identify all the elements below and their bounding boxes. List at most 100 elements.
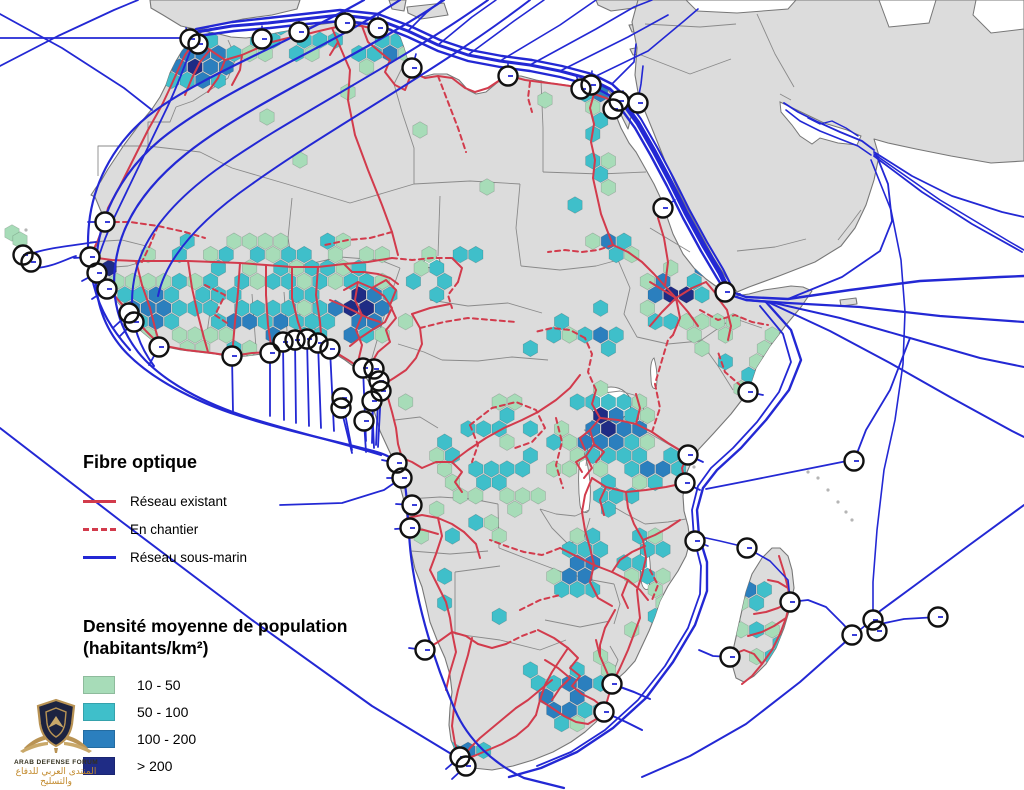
fiber-existing [675,281,707,299]
forum-watermark-logo: ARAB DEFENSE FORUM المنتدى العربي للدفاع… [4,698,108,787]
fiber-existing [544,659,571,701]
submarine-cable [611,43,637,85]
legend-density-item: > 200 [83,752,383,779]
fiber-under-construction [519,594,561,611]
fiber-existing [591,389,601,419]
submarine-cable [873,153,1024,251]
fiber-under-construction [391,257,453,261]
legend-fiber-item-label: Réseau existant [130,493,227,509]
fiber-existing [451,637,473,761]
fiber-existing [642,519,681,541]
landing-point-ring [334,12,356,34]
landing-point-ring [580,74,602,96]
landing-point-ring [148,336,170,358]
density-color-swatch [83,675,115,694]
landing-point-ring [684,530,706,552]
fiber-existing [599,417,689,456]
island-dot [24,228,28,232]
dashed-line-swatch [83,527,116,531]
submarine-cable [317,342,322,429]
fiber-existing [401,457,453,469]
fiber-existing [591,454,689,493]
fiber-existing [265,264,273,353]
landing-point-ring [307,332,329,354]
density-color-swatch [83,702,115,721]
fiber-existing [625,491,644,541]
fiber-under-construction [469,424,479,463]
legend-density-items: 10 - 50 50 - 100 100 - 200 > 200 [83,671,383,779]
landing-point-ring [714,281,736,303]
sea-black-sea [685,0,797,14]
submarine-cable [194,8,627,98]
fiber-under-construction [447,281,459,309]
submarine-cable [619,98,732,294]
submarine-cable [873,151,1024,218]
submarine-cable [785,109,872,156]
legend-density-item: 100 - 200 [83,725,383,752]
landing-point-ring [843,450,865,472]
fiber-existing [329,299,381,323]
submarine-cable [705,460,848,490]
submarine-cable [783,102,875,151]
landing-point-ring [927,606,949,628]
landing-point-ring [627,92,649,114]
fiber-existing [537,629,569,649]
land-middle-east [631,0,1024,293]
submarine-cable [437,0,497,46]
landing-point-ring [391,467,413,489]
fiber-existing [343,263,399,285]
legend-density-item-label: 100 - 200 [137,730,197,747]
submarine-cable [536,305,792,767]
fiber-under-construction [527,81,533,113]
fiber-existing [599,609,616,657]
fiber-existing [537,374,581,413]
legend-density-item-label: 50 - 100 [137,703,189,720]
fiber-existing [589,564,613,607]
island-dot [816,476,820,480]
submarine-cable [641,635,853,778]
fiber-existing [747,617,787,637]
line-swatch [83,499,116,503]
fiber-existing [593,443,605,463]
sea-caspian-a [878,0,937,28]
fiber-existing [599,486,607,516]
landing-point-ring [401,57,423,79]
landing-point-ring [601,673,623,695]
island-dot [806,470,810,474]
fiber-existing [635,393,641,425]
submarine-cable [746,547,791,600]
fiber-existing [649,297,677,327]
landing-point-ring [455,755,477,777]
landing-point-ring [593,701,615,723]
submarine-cable [787,153,893,300]
fiber-existing [207,59,226,93]
fiber-existing [161,39,197,106]
fiber-existing [621,579,629,609]
fiber-existing [445,631,457,691]
legend-density-item: 10 - 50 [83,671,383,698]
fiber-existing [231,54,243,86]
landing-point-ring [86,262,108,284]
fiber-existing [411,303,451,315]
fiber-existing [429,569,453,633]
fiber-existing [451,257,463,283]
fiber-under-construction [141,225,159,263]
submarine-cable [306,338,310,427]
submarine-cable [589,8,699,80]
fiber-existing [675,297,699,327]
fiber-existing [515,679,553,709]
submarine-cable [727,274,1024,301]
fiber-existing [581,477,595,566]
watermark-arabic-title: المنتدى العربي للدفاع والتسليح [15,767,97,787]
submarine-cable [282,341,285,421]
fiber-under-construction [489,539,561,556]
submarine-cable [617,104,772,304]
submarine-cable [559,14,669,72]
fiber-existing [583,417,601,479]
landing-point-ring [330,397,352,419]
landing-point-ring [96,278,118,300]
shield-emblem-icon [20,698,92,753]
fiber-existing [741,555,791,685]
submarine-cable [294,339,297,424]
landing-point-ring [779,591,801,613]
